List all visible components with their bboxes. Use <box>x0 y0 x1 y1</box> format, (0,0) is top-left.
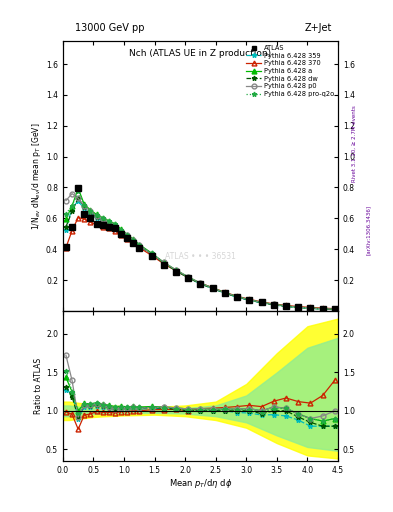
Text: [arXiv:1306.3436]: [arXiv:1306.3436] <box>365 205 371 255</box>
Y-axis label: Ratio to ATLAS: Ratio to ATLAS <box>34 358 43 414</box>
Text: Nch (ATLAS UE in Z production): Nch (ATLAS UE in Z production) <box>129 49 272 58</box>
Legend: ATLAS, Pythia 6.428 359, Pythia 6.428 370, Pythia 6.428 a, Pythia 6.428 dw, Pyth: ATLAS, Pythia 6.428 359, Pythia 6.428 37… <box>244 42 337 100</box>
Text: Z+Jet: Z+Jet <box>305 23 332 33</box>
Y-axis label: 1/N$_{ev}$ dN$_{ev}$/d mean p$_T$ [GeV]: 1/N$_{ev}$ dN$_{ev}$/d mean p$_T$ [GeV] <box>30 122 43 230</box>
Text: 13000 GeV pp: 13000 GeV pp <box>75 23 145 33</box>
Text: Rivet 3.1.10, ≥ 2.7M events: Rivet 3.1.10, ≥ 2.7M events <box>352 105 357 182</box>
X-axis label: Mean $p_T$/d$\eta$ d$\phi$: Mean $p_T$/d$\eta$ d$\phi$ <box>169 477 232 490</box>
Text: ATLAS • • • 36531: ATLAS • • • 36531 <box>165 252 236 262</box>
